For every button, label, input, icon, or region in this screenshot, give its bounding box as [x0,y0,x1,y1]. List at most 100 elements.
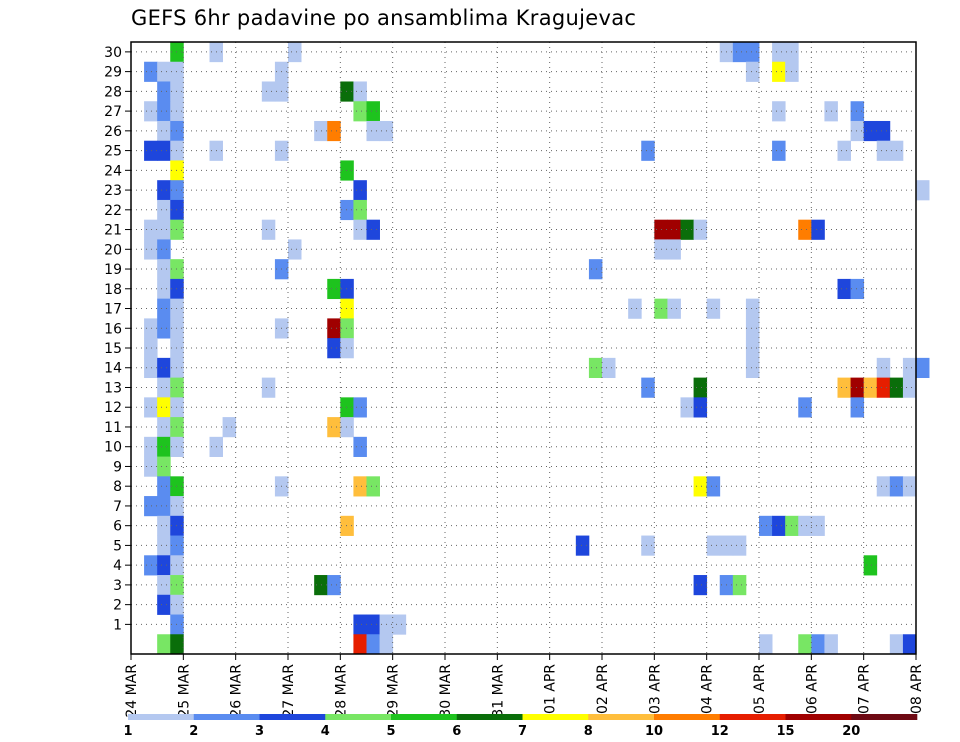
heat-cell [850,377,865,398]
heat-cell [144,397,158,418]
heat-cell [772,61,786,82]
heat-cell [353,436,367,457]
heat-cell [745,42,760,63]
heat-cell [876,357,891,379]
heat-cell [157,318,171,339]
heat-cell [850,101,865,122]
colorbar-swatch [851,714,918,720]
heat-cell [366,634,380,655]
heat-cell [353,219,367,240]
y-tick-label: 11 [104,420,122,436]
heat-cell [798,515,812,536]
heat-cell [340,318,354,339]
heat-cell [824,634,838,655]
heat-cell [157,535,171,556]
heat-cell [876,476,891,497]
colorbar-swatch [391,714,458,720]
heat-cell [772,101,786,122]
y-tick-label: 22 [104,203,122,219]
x-tick-label: 01 APR [543,664,559,714]
x-tick-label: 24 MAR [124,664,140,718]
heat-cell [340,397,354,418]
x-tick-label: 02 APR [595,664,611,714]
heat-cell [366,101,380,122]
heat-cell [680,219,694,240]
heat-cell [772,140,786,161]
heat-cell [170,634,184,655]
heat-cell [850,120,865,142]
colorbar-swatch [128,714,195,720]
heat-cell [157,298,171,319]
heat-cell [261,219,276,240]
x-tick-label: 04 APR [700,664,716,714]
heat-cell [327,318,341,339]
heat-cell [144,436,158,457]
colorbar-label: 2 [189,724,198,739]
heat-cell [693,219,708,240]
heat-cell [157,377,171,398]
heat-cell [837,377,851,398]
heat-cell [798,634,812,655]
heat-cell [340,298,354,319]
heat-cell [157,180,171,201]
heat-cell [379,634,394,655]
heat-cell [157,515,171,536]
heat-cell [811,219,825,240]
colorbar-label: 1 [123,724,132,739]
heat-cell [706,476,721,497]
heat-cell [157,397,171,418]
heat-cell [667,219,681,240]
heat-cell [588,259,603,280]
heat-cell [327,278,341,300]
x-tick-label: 05 APR [752,664,768,714]
heat-cell [759,634,773,655]
y-tick-label: 23 [104,183,122,199]
heat-cell [144,555,158,576]
colorbar-label: 12 [711,724,729,739]
heat-cell [641,535,655,556]
heat-cell [680,397,694,418]
heat-cell [745,338,760,359]
heat-cell [876,120,891,142]
heat-cell [628,298,642,319]
chart-title: GEFS 6hr padavine po ansamblima Kragujev… [131,6,637,30]
heat-cell [759,515,773,536]
heat-cell [811,634,825,655]
heat-cell [889,634,904,655]
heat-cell [340,338,354,359]
x-tick-label: 07 APR [857,664,873,714]
heat-cell [667,239,681,260]
colorbar-label: 15 [776,724,794,739]
colorbar-label: 7 [518,724,527,739]
y-tick-label: 16 [104,321,122,337]
heat-cell [366,120,380,142]
heat-cell [340,199,354,221]
heat-cell [288,42,302,63]
heat-cell [366,219,380,240]
heat-cell [144,357,158,379]
heat-cell [745,357,760,379]
x-tick-label: 29 MAR [386,664,402,718]
colorbar-label: 6 [452,724,461,739]
heat-cell [693,575,708,596]
heat-cell [876,377,891,398]
heat-cell [340,278,354,300]
y-tick-label: 12 [104,400,122,416]
heat-cell [340,81,354,102]
heat-cell [157,199,171,221]
heat-cell [157,101,171,122]
heat-cell [667,298,681,319]
heat-cell [261,377,276,398]
heat-cell [850,278,865,300]
heat-cell [157,476,171,497]
colorbar-label: 5 [386,724,395,739]
colorbar-swatch [719,714,786,720]
heat-cell [902,634,917,655]
heat-cell [798,397,812,418]
colorbar-swatch [654,714,721,720]
heat-cell [157,61,171,82]
y-tick-label: 15 [104,341,122,357]
y-tick-label: 6 [113,519,122,535]
heat-cell [902,377,917,398]
